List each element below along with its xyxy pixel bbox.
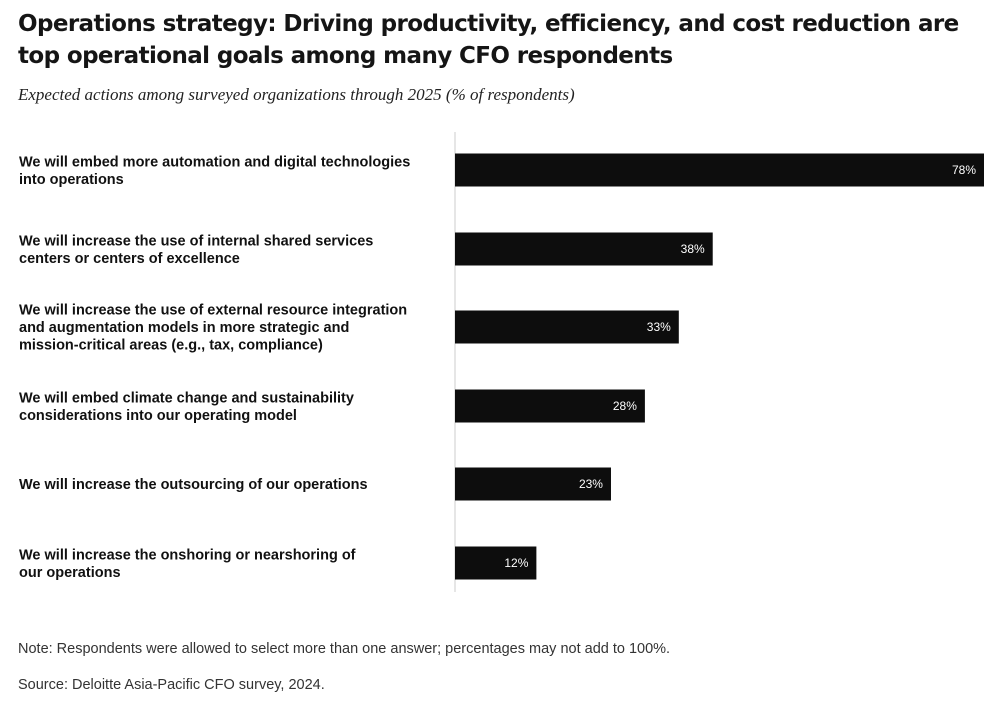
category-label: We will increase the onshoring or nearsh… bbox=[19, 547, 356, 581]
bars-group: 78% We will embed more automation and dig… bbox=[19, 153, 984, 581]
bar-value-label: 38% bbox=[681, 242, 705, 256]
category-label: We will increase the use of external res… bbox=[19, 303, 407, 354]
category-label: We will increase the use of internal sha… bbox=[19, 233, 373, 267]
category-label: We will embed more automation and digita… bbox=[19, 154, 410, 188]
chart-source: Source: Deloitte Asia-Pacific CFO survey… bbox=[18, 677, 325, 693]
bar-value-label: 78% bbox=[952, 163, 976, 177]
bar bbox=[455, 389, 645, 423]
bar-value-label: 12% bbox=[504, 556, 528, 570]
bar bbox=[455, 546, 537, 580]
bar-value-label: 33% bbox=[647, 320, 671, 334]
category-label: We will increase the outsourcing of our … bbox=[19, 477, 368, 493]
bar-value-label: 23% bbox=[579, 477, 603, 491]
bar bbox=[455, 467, 611, 501]
chart-note: Note: Respondents were allowed to select… bbox=[18, 641, 671, 657]
chart-title: Operations strategy: Driving productivit… bbox=[18, 11, 959, 69]
bar-value-label: 28% bbox=[613, 399, 637, 413]
category-label: We will embed climate change and sustain… bbox=[19, 390, 354, 424]
bar bbox=[455, 232, 713, 266]
chart-subtitle: Expected actions among surveyed organiza… bbox=[18, 85, 575, 104]
bar bbox=[455, 153, 984, 187]
bar bbox=[455, 310, 679, 344]
